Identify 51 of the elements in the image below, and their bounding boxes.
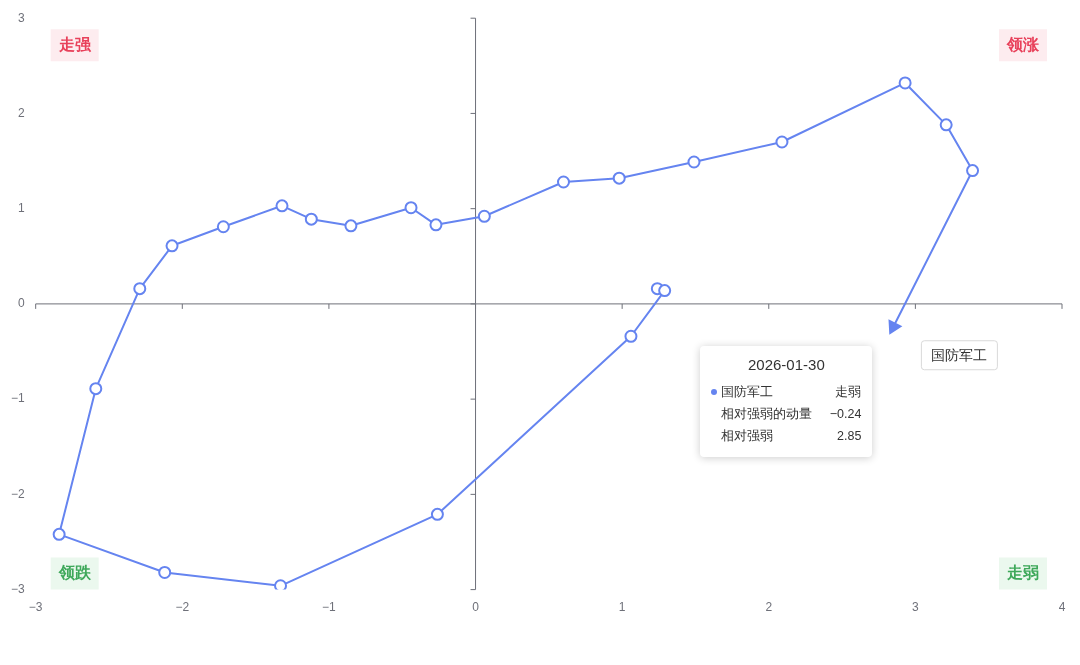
annotation: −0.24 (829, 405, 862, 423)
point (687, 155, 701, 169)
y-tick-label: 2 (17, 105, 25, 120)
point (966, 164, 980, 178)
x-tick-label: 0 (472, 600, 480, 615)
annotation: 2026-01-30 (747, 355, 826, 373)
y-tick-label: −2 (10, 486, 25, 501)
annotation: 相对强弱 (720, 427, 774, 445)
x-tick-label: 1 (618, 600, 626, 615)
point (888, 319, 902, 334)
point (52, 527, 66, 541)
point (274, 579, 288, 590)
point (275, 199, 289, 213)
annotation: 2.85 (837, 427, 862, 445)
x-tick-label: −1 (322, 600, 337, 615)
legend-label: 国防军工 (720, 383, 774, 401)
point (158, 565, 172, 579)
point (658, 284, 672, 298)
point (165, 239, 179, 253)
point (304, 212, 318, 226)
point (133, 282, 147, 296)
point (404, 201, 418, 215)
text: 国防军工 (931, 346, 988, 363)
x-tick-label: 3 (912, 600, 920, 615)
annotation: 走弱 (835, 383, 862, 401)
point (89, 382, 103, 396)
point (624, 329, 638, 343)
x-tick-label: −3 (28, 600, 43, 615)
annotation: 领跌 (57, 564, 92, 582)
point (612, 171, 626, 185)
point (344, 219, 358, 233)
y-tick-label: 0 (17, 296, 25, 311)
point (775, 135, 789, 149)
y-tick-label: −3 (10, 581, 25, 596)
y-tick-label: 3 (17, 10, 25, 25)
y-tick-label: 1 (17, 200, 25, 215)
annotation: 领涨 (1006, 35, 1040, 53)
annotation: 相对强弱的动量 (720, 405, 813, 423)
point (557, 175, 570, 189)
point (429, 218, 443, 232)
y-tick-label: −1 (10, 391, 25, 406)
x-tick-label: 4 (1058, 600, 1066, 615)
point (898, 76, 912, 90)
x-tick-label: 2 (765, 600, 773, 615)
point (216, 220, 230, 234)
annotation: 走弱 (1006, 564, 1039, 582)
x-tick-label: −2 (175, 600, 190, 615)
annotation: 走强 (57, 35, 92, 53)
point (939, 118, 953, 132)
point (477, 209, 491, 223)
point (430, 507, 444, 521)
